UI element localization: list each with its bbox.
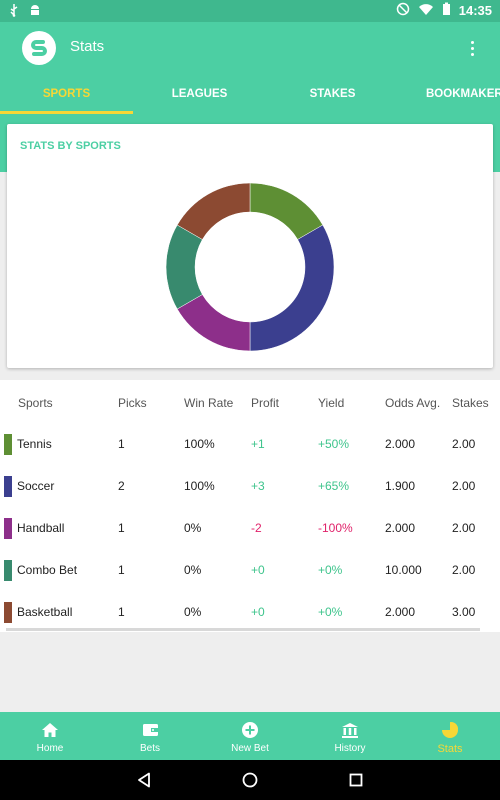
cell-picks: 1 (118, 521, 125, 535)
table-row[interactable]: Basketball 1 0% +0 +0% 2.000 3.00 (0, 592, 500, 634)
cell-odds-avg: 2.000 (385, 437, 416, 451)
nav-stats[interactable]: Stats (400, 712, 500, 760)
nav-bets-label: Bets (139, 743, 160, 754)
cell-sport: Handball (17, 521, 65, 535)
cell-stakes: 2.00 (452, 521, 476, 535)
cell-stakes: 2.00 (452, 437, 476, 451)
pie-chart-icon (440, 721, 460, 739)
cell-stakes: 2.00 (452, 479, 476, 493)
cell-picks: 1 (118, 437, 125, 451)
app-bar: Stats (0, 22, 500, 74)
cell-sport: Basketball (17, 605, 73, 619)
active-tab-indicator (0, 111, 133, 114)
card-title: STATS BY SPORTS (20, 140, 121, 152)
table-row[interactable]: Combo Bet 1 0% +0 +0% 10.000 2.00 (0, 550, 500, 592)
donut-slice-combo-bet[interactable] (165, 224, 203, 310)
nav-bets[interactable]: Bets (100, 712, 200, 760)
cell-picks: 1 (118, 563, 125, 577)
tab-leagues[interactable]: LEAGUES (171, 88, 228, 100)
home-button-icon[interactable] (240, 770, 260, 790)
cell-sport: Soccer (17, 479, 55, 493)
header-sports: Sports (18, 396, 53, 410)
cell-profit: +0 (251, 563, 265, 577)
donut-slice-soccer[interactable] (249, 224, 335, 352)
cell-stakes: 2.00 (452, 563, 476, 577)
cell-odds-avg: 2.000 (385, 521, 416, 535)
cell-yield: -100% (318, 521, 353, 535)
cell-odds-avg: 2.000 (385, 605, 416, 619)
cell-picks: 2 (118, 479, 125, 493)
cell-yield: +0% (318, 563, 343, 577)
header-picks: Picks (118, 396, 147, 410)
app-logo-icon (22, 31, 56, 65)
cell-yield: +50% (318, 437, 350, 451)
cell-win-rate: 100% (184, 479, 215, 493)
usb-icon (8, 3, 20, 22)
add-circle-icon (240, 721, 260, 739)
sport-color-swatch (4, 560, 12, 581)
nav-history[interactable]: History (300, 712, 400, 760)
android-icon (28, 3, 42, 22)
sport-color-swatch (4, 602, 12, 623)
nav-home[interactable]: Home (0, 712, 100, 760)
donut-slice-basketball[interactable] (176, 182, 251, 240)
nav-new-bet[interactable]: New Bet (200, 712, 300, 760)
horizontal-scrollbar[interactable] (6, 628, 480, 631)
home-icon (40, 721, 60, 739)
cell-profit: +1 (251, 437, 265, 451)
stats-chart-card: STATS BY SPORTS (7, 124, 493, 368)
cell-stakes: 3.00 (452, 605, 476, 619)
table-row[interactable]: Soccer 2 100% +3 +65% 1.900 2.00 (0, 466, 500, 508)
header-profit: Profit (251, 396, 280, 410)
battery-icon (442, 2, 451, 19)
wallet-icon (140, 721, 160, 739)
nav-stats-label: Stats (437, 743, 463, 755)
recent-apps-icon[interactable] (346, 770, 366, 790)
header-stakes: Stakes (452, 396, 489, 410)
cell-sport: Combo Bet (17, 563, 78, 577)
cell-profit: +0 (251, 605, 265, 619)
bank-icon (340, 721, 360, 739)
cell-sport: Tennis (17, 437, 52, 451)
table-row[interactable]: Handball 1 0% -2 -100% 2.000 2.00 (0, 508, 500, 550)
bottom-navigation: Home Bets New Bet History Stats (0, 712, 500, 760)
table-row[interactable]: Tennis 1 100% +1 +50% 2.000 2.00 (0, 424, 500, 466)
cell-win-rate: 0% (184, 563, 202, 577)
header-odds-avg: Odds Avg. (385, 396, 441, 410)
nav-history-label: History (334, 743, 366, 754)
stats-table: Sports Picks Win Rate Profit Yield Odds … (0, 380, 500, 632)
nav-home-label: Home (36, 743, 64, 754)
cell-win-rate: 100% (184, 437, 215, 451)
cell-yield: +0% (318, 605, 343, 619)
back-icon[interactable] (134, 770, 154, 790)
sport-color-swatch (4, 518, 12, 539)
cell-win-rate: 0% (184, 605, 202, 619)
wifi-icon (418, 3, 434, 19)
cell-odds-avg: 1.900 (385, 479, 416, 493)
overflow-menu-icon[interactable] (462, 38, 482, 58)
cell-win-rate: 0% (184, 521, 202, 535)
do-not-disturb-icon (396, 2, 410, 19)
header-yield: Yield (318, 396, 345, 410)
status-time: 14:35 (458, 3, 492, 18)
sport-color-swatch (4, 434, 12, 455)
header-win-rate: Win Rate (184, 396, 234, 410)
cell-yield: +65% (318, 479, 350, 493)
system-navigation-bar (0, 760, 500, 800)
page-title: Stats (70, 38, 105, 55)
sports-donut-chart (165, 182, 335, 352)
cell-picks: 1 (118, 605, 125, 619)
nav-new-bet-label: New Bet (231, 743, 269, 754)
cell-odds-avg: 10.000 (385, 563, 422, 577)
tab-sports[interactable]: SPORTS (42, 88, 91, 100)
cell-profit: +3 (251, 479, 265, 493)
status-bar: 14:35 (0, 0, 500, 22)
tab-stakes[interactable]: STAKES (309, 88, 356, 100)
sport-color-swatch (4, 476, 12, 497)
cell-profit: -2 (251, 521, 262, 535)
